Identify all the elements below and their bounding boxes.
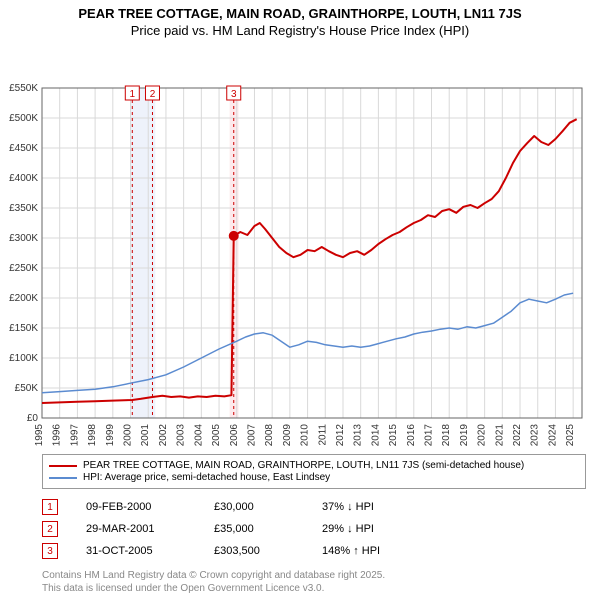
svg-text:3: 3 xyxy=(231,89,237,100)
svg-text:2002: 2002 xyxy=(158,424,169,447)
svg-text:1: 1 xyxy=(130,89,136,100)
svg-text:1997: 1997 xyxy=(69,424,80,447)
svg-text:2019: 2019 xyxy=(459,424,470,447)
svg-text:2012: 2012 xyxy=(335,424,346,447)
svg-text:2009: 2009 xyxy=(282,424,293,447)
sale-price: £303,500 xyxy=(214,545,294,557)
legend-label: HPI: Average price, semi-detached house,… xyxy=(83,472,330,483)
svg-text:£0: £0 xyxy=(27,413,39,424)
svg-text:£350K: £350K xyxy=(9,203,38,214)
chart-container: PEAR TREE COTTAGE, MAIN ROAD, GRAINTHORP… xyxy=(0,0,600,595)
legend-swatch xyxy=(49,465,77,467)
svg-text:2006: 2006 xyxy=(229,424,240,447)
svg-text:2017: 2017 xyxy=(424,424,435,447)
svg-text:2000: 2000 xyxy=(123,424,134,447)
legend-item: PEAR TREE COTTAGE, MAIN ROAD, GRAINTHORP… xyxy=(49,460,579,471)
title-line-2: Price paid vs. HM Land Registry's House … xyxy=(0,23,600,38)
legend-label: PEAR TREE COTTAGE, MAIN ROAD, GRAINTHORP… xyxy=(83,460,524,471)
sale-marker: 1 xyxy=(42,499,58,515)
svg-text:£150K: £150K xyxy=(9,323,38,334)
svg-text:2020: 2020 xyxy=(477,424,488,447)
sale-date: 09-FEB-2000 xyxy=(86,501,186,513)
svg-text:£250K: £250K xyxy=(9,263,38,274)
attribution: Contains HM Land Registry data © Crown c… xyxy=(42,569,586,595)
svg-text:2025: 2025 xyxy=(565,424,576,447)
sale-marker: 2 xyxy=(42,521,58,537)
sale-marker: 3 xyxy=(42,543,58,559)
svg-text:2021: 2021 xyxy=(494,424,505,447)
svg-text:2014: 2014 xyxy=(370,424,381,447)
sale-row: 2 29-MAR-2001 £35,000 29% ↓ HPI xyxy=(42,521,586,537)
svg-text:2013: 2013 xyxy=(353,424,364,447)
legend-item: HPI: Average price, semi-detached house,… xyxy=(49,472,579,483)
legend: PEAR TREE COTTAGE, MAIN ROAD, GRAINTHORP… xyxy=(42,454,586,489)
svg-text:£400K: £400K xyxy=(9,173,38,184)
svg-text:2015: 2015 xyxy=(388,424,399,447)
svg-text:2016: 2016 xyxy=(406,424,417,447)
svg-text:£550K: £550K xyxy=(9,83,38,94)
svg-text:£100K: £100K xyxy=(9,353,38,364)
svg-text:£200K: £200K xyxy=(9,293,38,304)
sale-row: 1 09-FEB-2000 £30,000 37% ↓ HPI xyxy=(42,499,586,515)
svg-text:1996: 1996 xyxy=(52,424,63,447)
sale-delta: 148% ↑ HPI xyxy=(322,545,422,557)
svg-text:2: 2 xyxy=(150,89,156,100)
svg-text:2011: 2011 xyxy=(317,424,328,446)
svg-text:2022: 2022 xyxy=(512,424,523,447)
sale-date: 31-OCT-2005 xyxy=(86,545,186,557)
legend-swatch xyxy=(49,477,77,479)
sale-row: 3 31-OCT-2005 £303,500 148% ↑ HPI xyxy=(42,543,586,559)
svg-text:£300K: £300K xyxy=(9,233,38,244)
sale-price: £35,000 xyxy=(214,523,294,535)
sale-delta: 37% ↓ HPI xyxy=(322,501,422,513)
svg-text:2008: 2008 xyxy=(264,424,275,447)
svg-text:2010: 2010 xyxy=(300,424,311,447)
svg-text:1998: 1998 xyxy=(87,424,98,447)
svg-text:£500K: £500K xyxy=(9,113,38,124)
svg-text:£450K: £450K xyxy=(9,143,38,154)
sale-date: 29-MAR-2001 xyxy=(86,523,186,535)
svg-text:1995: 1995 xyxy=(34,424,45,447)
sale-price: £30,000 xyxy=(214,501,294,513)
svg-text:2024: 2024 xyxy=(547,424,558,447)
svg-text:2001: 2001 xyxy=(140,424,151,447)
svg-text:1999: 1999 xyxy=(105,424,116,447)
title-line-1: PEAR TREE COTTAGE, MAIN ROAD, GRAINTHORP… xyxy=(0,6,600,21)
attribution-line-2: This data is licensed under the Open Gov… xyxy=(42,582,586,595)
chart-titles: PEAR TREE COTTAGE, MAIN ROAD, GRAINTHORP… xyxy=(0,0,600,38)
svg-text:2005: 2005 xyxy=(211,424,222,447)
svg-text:2023: 2023 xyxy=(530,424,541,447)
sales-table: 1 09-FEB-2000 £30,000 37% ↓ HPI 2 29-MAR-2001… xyxy=(42,499,586,559)
svg-text:2018: 2018 xyxy=(441,424,452,447)
svg-text:2004: 2004 xyxy=(193,424,204,447)
attribution-line-1: Contains HM Land Registry data © Crown c… xyxy=(42,569,586,582)
sale-delta: 29% ↓ HPI xyxy=(322,523,422,535)
svg-text:2007: 2007 xyxy=(246,424,257,447)
svg-text:2003: 2003 xyxy=(176,424,187,447)
line-chart: £0 £50K £100K £150K £200K £250K £300K £350K £400… xyxy=(0,38,600,448)
svg-text:£50K: £50K xyxy=(15,383,39,394)
